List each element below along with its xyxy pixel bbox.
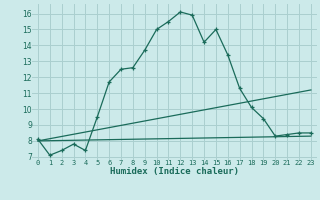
X-axis label: Humidex (Indice chaleur): Humidex (Indice chaleur) — [110, 167, 239, 176]
